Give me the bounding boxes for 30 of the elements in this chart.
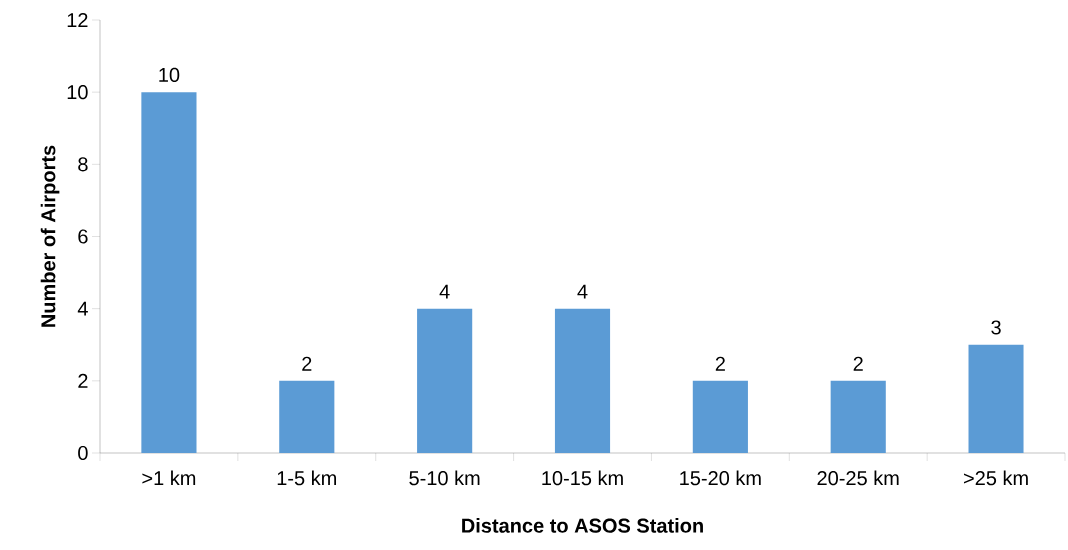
bar	[554, 308, 611, 453]
bar	[417, 308, 473, 453]
y-tick-label: 4	[77, 301, 88, 316]
x-tick-label: 1-5 km	[277, 470, 337, 486]
x-tick-label: 15-20 km	[680, 470, 761, 486]
x-axis-title: Distance to ASOS Station	[462, 518, 703, 533]
bar	[279, 380, 335, 453]
y-tick-label: 2	[78, 373, 88, 388]
y-tick-label: 8	[78, 157, 88, 172]
x-tick-label: 20-25 km	[817, 470, 899, 486]
y-tick-label: 6	[78, 229, 88, 244]
y-tick-label: 10	[67, 85, 88, 100]
data-label: 2	[715, 356, 725, 371]
data-label: 2	[302, 356, 312, 371]
data-label: 3	[991, 320, 1001, 335]
data-label: 4	[577, 284, 588, 299]
x-tick-label: 10-15 km	[542, 470, 623, 486]
bar	[141, 92, 197, 453]
x-tick-label: >25 km	[964, 470, 1028, 486]
bar	[692, 380, 748, 453]
data-label: 4	[439, 284, 450, 299]
y-axis-title: Number of Airports	[40, 145, 60, 327]
bar	[830, 380, 886, 453]
x-tick-label: 5-10 km	[409, 470, 480, 486]
y-tick-label: 12	[67, 13, 88, 27]
x-tick-label: >1 km	[142, 470, 196, 486]
bar	[968, 344, 1024, 453]
data-label: 2	[853, 356, 863, 371]
data-label: 10	[159, 67, 180, 82]
y-tick-label: 0	[78, 445, 88, 461]
